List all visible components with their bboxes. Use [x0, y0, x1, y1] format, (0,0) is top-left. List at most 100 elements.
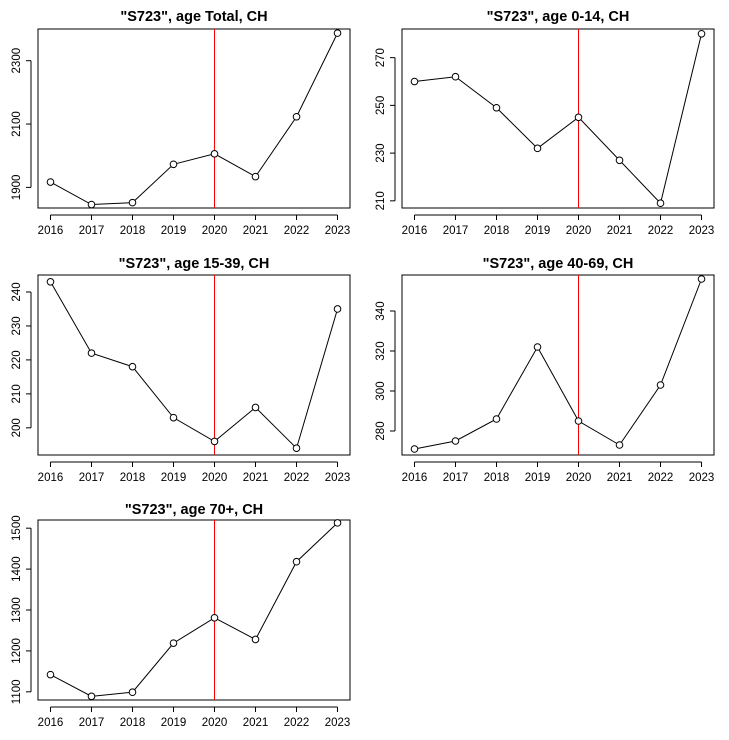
data-point-2020 [210, 150, 219, 158]
x-tick-label: 2019 [525, 225, 551, 237]
plot-frame [37, 28, 351, 209]
data-point-2017 [87, 200, 96, 209]
x-tick-label: 2016 [38, 717, 64, 729]
x-tick-label: 2019 [161, 225, 187, 237]
x-tick-label: 2016 [402, 472, 428, 484]
data-point-2017 [451, 72, 460, 81]
data-point-2020 [574, 113, 583, 122]
data-point-2020 [574, 417, 583, 425]
x-tick-label: 2021 [243, 472, 269, 484]
y-tick-label: 230 [11, 316, 23, 335]
data-point-2016 [46, 277, 55, 286]
y-axis: 200 210 220 230 240 [11, 282, 32, 437]
x-tick-label: 2022 [284, 717, 310, 729]
y-tick-label: 340 [375, 301, 387, 320]
data-point-2016 [46, 670, 55, 679]
data-point-2018 [128, 362, 137, 371]
y-tick-label: 220 [11, 350, 23, 369]
x-tick-label: 2023 [325, 717, 351, 729]
x-tick-label: 2018 [120, 472, 146, 484]
data-point-2019 [533, 144, 542, 153]
plot-frame [401, 274, 715, 456]
x-tick-label: 2020 [202, 717, 228, 729]
x-tick-label: 2022 [284, 225, 310, 237]
data-point-2017 [451, 437, 460, 445]
chart-title: "S723", age 15-39, CH [119, 256, 270, 272]
chart-title: "S723", age 70+, CH [125, 502, 263, 518]
data-point-2016 [410, 77, 419, 86]
x-tick-label: 2022 [284, 472, 310, 484]
x-axis: 2016 2017 2018 2019 2020 2021 2022 2023 [38, 706, 351, 729]
data-point-2023 [697, 275, 706, 283]
y-tick-label: 1200 [11, 638, 23, 664]
data-point-2019 [533, 343, 542, 351]
y-tick-label: 1500 [11, 515, 23, 541]
x-tick-label: 2018 [120, 717, 146, 729]
y-tick-label: 210 [375, 191, 387, 210]
chart-panel-4: "S723", age 40-69, CH 2016 2017 2018 2019 202… [375, 256, 715, 484]
y-tick-label: 1900 [11, 175, 23, 201]
x-tick-label: 2017 [443, 472, 469, 484]
plot-frame [37, 519, 351, 701]
data-point-2016 [410, 445, 419, 453]
data-point-2023 [333, 305, 342, 313]
x-tick-label: 2021 [607, 472, 633, 484]
x-tick-label: 2019 [161, 472, 187, 484]
x-tick-label: 2022 [648, 472, 674, 484]
x-tick-label: 2020 [566, 225, 592, 237]
data-point-2021 [251, 635, 260, 644]
data-point-2018 [128, 198, 137, 207]
y-axis: 1100 1200 1300 1400 1500 [11, 515, 32, 704]
data-point-2017 [87, 349, 96, 357]
x-axis: 2016 2017 2018 2019 2020 2021 2022 2023 [402, 461, 715, 484]
x-tick-label: 2016 [402, 225, 428, 237]
x-tick-label: 2018 [484, 225, 510, 237]
x-tick-label: 2018 [120, 225, 146, 237]
y-tick-label: 300 [375, 381, 387, 400]
data-point-2023 [697, 29, 706, 38]
data-point-2023 [333, 519, 342, 527]
x-tick-label: 2023 [689, 225, 715, 237]
x-tick-label: 2017 [79, 225, 105, 237]
data-point-2018 [492, 103, 501, 112]
data-point-2022 [292, 112, 301, 121]
y-tick-label: 1100 [11, 679, 23, 704]
y-tick-label: 210 [11, 384, 23, 403]
data-point-2022 [656, 199, 665, 208]
data-point-2020 [210, 613, 219, 622]
plot-frame [37, 274, 351, 456]
x-tick-label: 2021 [243, 717, 269, 729]
data-point-2022 [292, 444, 301, 453]
x-tick-label: 2020 [566, 472, 592, 484]
data-point-2022 [656, 381, 665, 389]
x-tick-label: 2016 [38, 472, 64, 484]
x-tick-label: 2021 [243, 225, 269, 237]
y-axis: 280 300 320 340 [375, 301, 396, 441]
x-tick-label: 2023 [689, 472, 715, 484]
x-tick-label: 2022 [648, 225, 674, 237]
y-tick-label: 280 [375, 421, 387, 440]
data-point-2019 [169, 160, 178, 169]
chart-panel-1: "S723", age Total, CH 2016 2017 2018 2019 202… [11, 9, 351, 237]
data-point-2020 [210, 437, 219, 446]
chart-panel-3: "S723", age 15-39, CH 2016 2017 2018 2019 202… [11, 256, 351, 484]
chart-title: "S723", age 0-14, CH [487, 9, 630, 25]
y-tick-label: 240 [11, 282, 23, 301]
data-point-2018 [492, 415, 501, 423]
x-tick-label: 2019 [161, 717, 187, 729]
y-axis: 1900 2100 2300 [11, 48, 32, 201]
x-tick-label: 2023 [325, 472, 351, 484]
data-point-2021 [615, 441, 624, 449]
x-tick-label: 2020 [202, 472, 228, 484]
data-point-2023 [333, 29, 342, 37]
y-tick-label: 1400 [11, 556, 23, 582]
x-axis: 2016 2017 2018 2019 2020 2021 2022 2023 [402, 214, 715, 237]
x-tick-label: 2017 [79, 717, 105, 729]
plot-frame [401, 28, 715, 209]
data-point-2016 [46, 178, 55, 186]
series-line [50, 281, 338, 450]
data-point-2021 [615, 156, 624, 165]
chart-panel-2: "S723", age 0-14, CH 2016 2017 2018 2019 2020… [375, 9, 715, 237]
